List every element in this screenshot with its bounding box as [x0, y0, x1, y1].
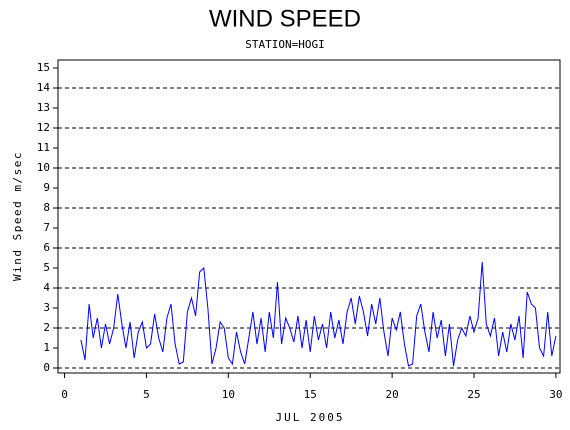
x-tick-label: 10: [222, 388, 235, 401]
y-tick-label: 10: [37, 161, 50, 174]
y-tick-label: 4: [43, 281, 50, 294]
y-axis-label: Wind Speed m/sec: [11, 151, 24, 281]
x-tick-label: 30: [549, 388, 562, 401]
chart-title: WIND SPEED: [209, 5, 361, 32]
y-tick-label: 14: [37, 81, 51, 94]
y-tick-label: 11: [37, 141, 50, 154]
x-tick-label: 20: [385, 388, 398, 401]
line-series: [80, 261, 557, 367]
y-tick-label: 3: [43, 301, 50, 314]
y-tick-label: 2: [43, 321, 50, 334]
x-tick-label: 0: [61, 388, 68, 401]
y-tick-label: 1: [43, 341, 50, 354]
y-tick-label: 7: [43, 221, 50, 234]
y-tick-label: 9: [43, 181, 50, 194]
y-tick-label: 5: [43, 261, 50, 274]
y-tick-label: 13: [37, 101, 50, 114]
y-tick-label: 8: [43, 201, 50, 214]
x-tick-label: 5: [143, 388, 150, 401]
y-tick-label: 0: [43, 361, 50, 374]
y-tick-label: 6: [43, 241, 50, 254]
y-tick-label: 15: [37, 61, 50, 74]
plot-frame: [57, 59, 561, 374]
y-tick-label: 12: [37, 121, 50, 134]
x-tick-label: 15: [304, 388, 317, 401]
x-tick-label: 25: [467, 388, 480, 401]
x-axis-label: JUL 2005: [276, 411, 345, 424]
chart-subtitle: STATION=HOGI: [245, 38, 324, 51]
